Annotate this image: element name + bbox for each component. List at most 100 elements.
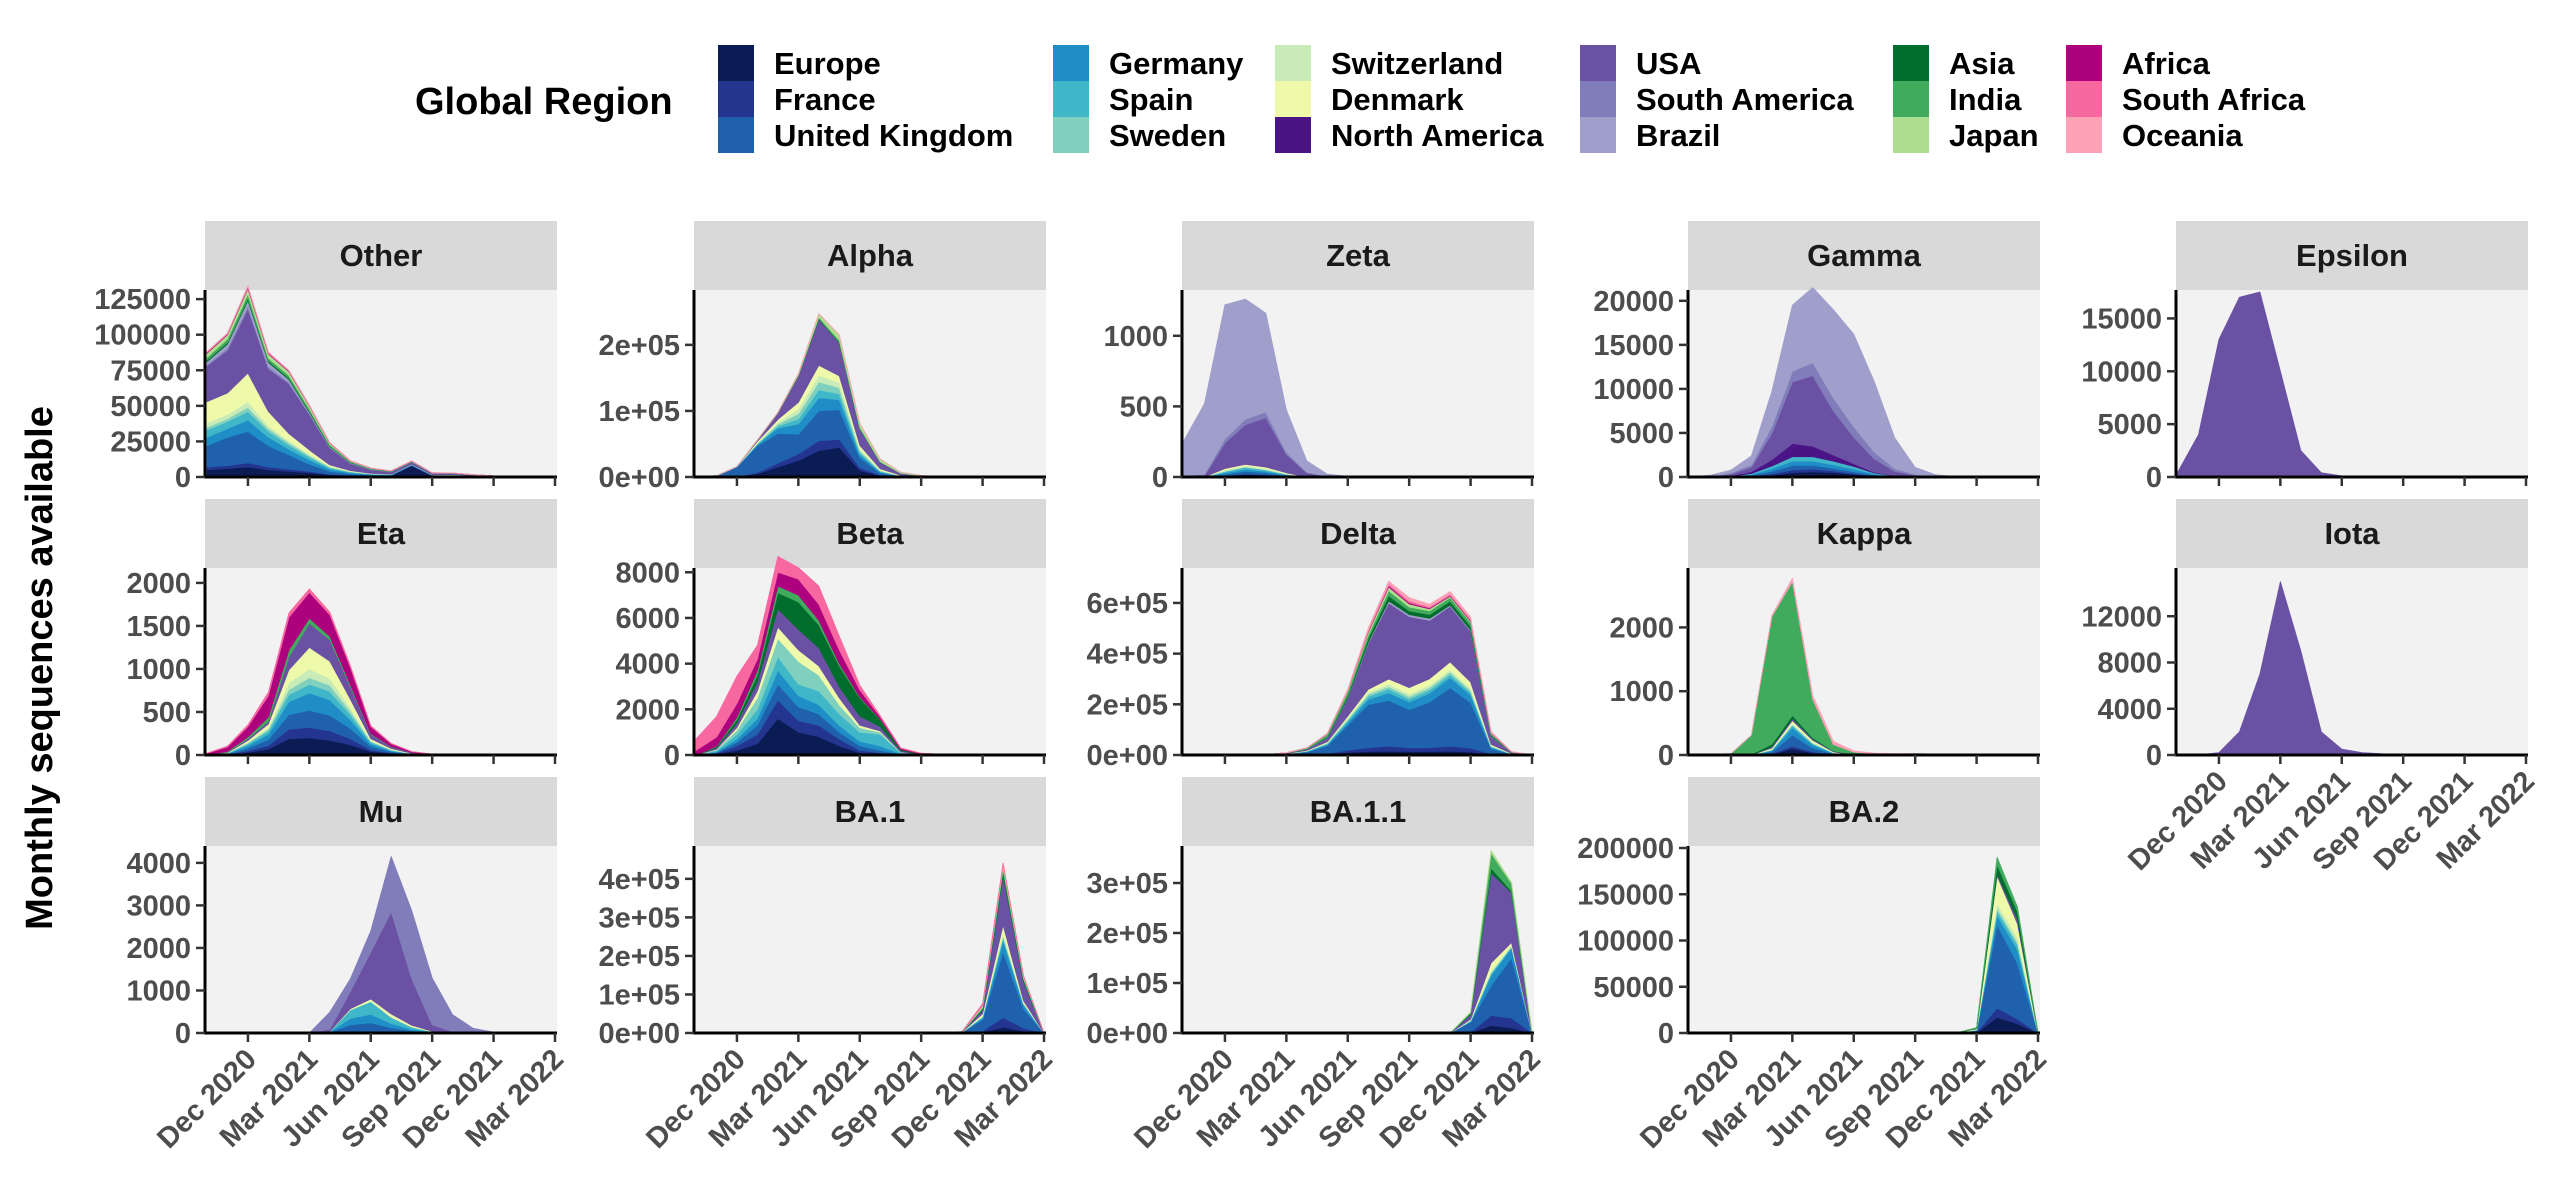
panel-strip <box>694 777 1046 846</box>
legend-key-brazil <box>1580 117 1616 153</box>
y-tick-label: 10000 <box>1593 374 1674 406</box>
y-tick-label: 4e+05 <box>1087 639 1168 671</box>
y-tick-label: 2e+05 <box>599 941 680 973</box>
y-tick-label: 0 <box>1658 1018 1674 1050</box>
y-tick-label: 4000 <box>615 649 680 681</box>
legend-label-spain: Spain <box>1109 82 1193 117</box>
legend-key-india <box>1893 81 1929 117</box>
y-tick-label: 3000 <box>126 890 191 922</box>
y-tick-label: 0e+00 <box>599 462 680 494</box>
legend-label-usa: USA <box>1636 46 1701 81</box>
y-tick-label: 6e+05 <box>1087 588 1168 620</box>
panel-title: Eta <box>357 516 406 551</box>
panel-strip <box>1688 499 2040 568</box>
y-tick-label: 1500 <box>126 611 191 643</box>
panel-title: Kappa <box>1817 516 1913 551</box>
legend-key-asia <box>1893 45 1929 81</box>
panel-beta: Beta 0 2000 4000 6000 8000 <box>615 499 1046 772</box>
panel-kappa: Kappa 0 1000 2000 <box>1609 499 2040 772</box>
legend-label-denmark: Denmark <box>1331 82 1464 117</box>
legend-key-north-america <box>1275 117 1311 153</box>
y-tick-label: 125000 <box>94 284 191 316</box>
legend-key-usa <box>1580 45 1616 81</box>
y-tick-label: 5000 <box>1609 418 1674 450</box>
panel-strip <box>1688 777 2040 846</box>
y-tick-label: 0 <box>1658 740 1674 772</box>
y-tick-label: 2000 <box>126 933 191 965</box>
panel-strip <box>205 777 557 846</box>
y-tick-label: 1000 <box>1103 321 1168 353</box>
panel-title: Mu <box>359 794 404 829</box>
y-tick-label: 15000 <box>2081 303 2162 335</box>
panels: Other0250005000075000100000125000Alpha0e… <box>94 221 2541 1155</box>
y-tick-label: 4e+05 <box>599 864 680 896</box>
legend-key-germany <box>1053 45 1089 81</box>
y-tick-label: 100000 <box>94 320 191 352</box>
panel-strip <box>1182 777 1534 846</box>
legend-label-north-america: North America <box>1331 118 1544 153</box>
y-tick-label: 12000 <box>2081 601 2162 633</box>
y-tick-label: 0 <box>1658 462 1674 494</box>
y-tick-label: 15000 <box>1593 330 1674 362</box>
y-tick-label: 20000 <box>1593 286 1674 318</box>
panel-epsilon: Epsilon 0 5000 10000 15000 <box>2081 221 2528 494</box>
y-tick-label: 0e+00 <box>599 1018 680 1050</box>
y-tick-label: 0 <box>1152 462 1168 494</box>
panel-gamma: Gamma 0 5000 10000 15000 20000 <box>1593 221 2040 494</box>
panel-title: Epsilon <box>2296 238 2408 273</box>
y-tick-label: 4000 <box>126 848 191 880</box>
legend-label-switzerland: Switzerland <box>1331 46 1503 81</box>
y-tick-label: 75000 <box>110 355 191 387</box>
panel-delta: Delta 0e+00 2e+05 4e+05 6e+05 <box>1087 499 1534 772</box>
y-tick-label: 1e+05 <box>1087 968 1168 1000</box>
panel-strip <box>2176 499 2528 568</box>
legend-key-spain <box>1053 81 1089 117</box>
y-axis-title: Monthly sequences available <box>19 406 61 930</box>
y-tick-label: 100000 <box>1577 926 1674 958</box>
y-tick-label: 0e+00 <box>1087 1018 1168 1050</box>
y-tick-label: 1000 <box>126 975 191 1007</box>
y-tick-label: 3e+05 <box>599 902 680 934</box>
legend-label-germany: Germany <box>1109 46 1244 81</box>
legend-label-brazil: Brazil <box>1636 118 1720 153</box>
panel-title: Iota <box>2324 516 2380 551</box>
legend-key-south-africa <box>2066 81 2102 117</box>
y-tick-label: 0 <box>2146 462 2162 494</box>
legend-label-africa: Africa <box>2122 46 2211 81</box>
legend-title: Global Region <box>415 81 673 123</box>
legend-label-oceania: Oceania <box>2122 118 2243 153</box>
legend-label-sweden: Sweden <box>1109 118 1226 153</box>
panel-strip <box>205 221 557 290</box>
legend-key-united-kingdom <box>718 117 754 153</box>
y-tick-label: 3e+05 <box>1087 868 1168 900</box>
y-tick-label: 1e+05 <box>599 396 680 428</box>
y-tick-label: 1000 <box>1609 676 1674 708</box>
legend-label-asia: Asia <box>1949 46 2015 81</box>
y-tick-label: 2000 <box>1609 612 1674 644</box>
y-tick-label: 5000 <box>2097 409 2162 441</box>
legend-key-switzerland <box>1275 45 1311 81</box>
legend-key-france <box>718 81 754 117</box>
panel-strip <box>694 221 1046 290</box>
panel-strip <box>694 499 1046 568</box>
y-tick-label: 25000 <box>110 426 191 458</box>
y-tick-label: 4000 <box>2097 694 2162 726</box>
legend-label-india: India <box>1949 82 2022 117</box>
y-tick-label: 150000 <box>1577 879 1674 911</box>
y-tick-label: 8000 <box>2097 648 2162 680</box>
panel-background <box>1688 568 2040 755</box>
y-tick-label: 0 <box>175 740 191 772</box>
panel-strip <box>2176 221 2528 290</box>
legend-key-africa <box>2066 45 2102 81</box>
legend-key-oceania <box>2066 117 2102 153</box>
y-tick-label: 2000 <box>615 694 680 726</box>
y-tick-label: 50000 <box>110 391 191 423</box>
legend-label-europe: Europe <box>774 46 881 81</box>
legend-key-sweden <box>1053 117 1089 153</box>
y-tick-label: 6000 <box>615 603 680 635</box>
